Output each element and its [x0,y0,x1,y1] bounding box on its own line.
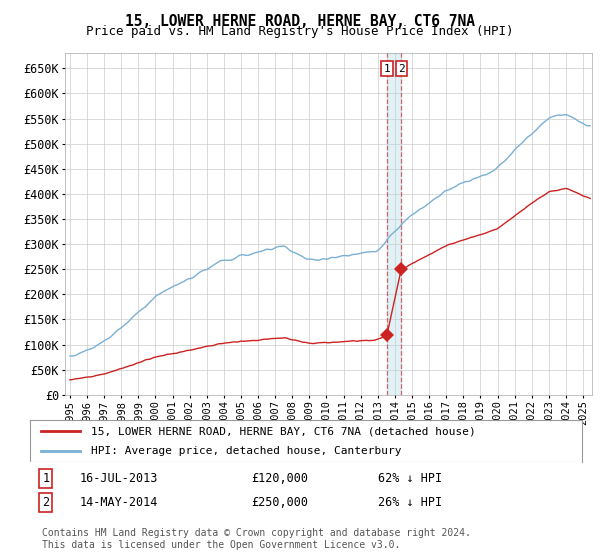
Text: £250,000: £250,000 [251,496,308,509]
Bar [387,53,401,395]
Text: 2: 2 [398,64,404,73]
Text: 1: 1 [383,64,391,73]
Text: 16-JUL-2013: 16-JUL-2013 [80,472,158,485]
Text: HPI: Average price, detached house, Canterbury: HPI: Average price, detached house, Cant… [91,446,401,456]
Text: 26% ↓ HPI: 26% ↓ HPI [378,496,442,509]
Text: 62% ↓ HPI: 62% ↓ HPI [378,472,442,485]
Text: 2: 2 [42,496,49,509]
Text: Price paid vs. HM Land Registry's House Price Index (HPI): Price paid vs. HM Land Registry's House … [86,25,514,38]
Text: 1: 1 [42,472,49,485]
Text: Contains HM Land Registry data © Crown copyright and database right 2024.
This d: Contains HM Land Registry data © Crown c… [42,528,471,550]
Text: £120,000: £120,000 [251,472,308,485]
Text: 15, LOWER HERNE ROAD, HERNE BAY, CT6 7NA (detached house): 15, LOWER HERNE ROAD, HERNE BAY, CT6 7NA… [91,426,475,436]
Text: 14-MAY-2014: 14-MAY-2014 [80,496,158,509]
Text: 15, LOWER HERNE ROAD, HERNE BAY, CT6 7NA: 15, LOWER HERNE ROAD, HERNE BAY, CT6 7NA [125,14,475,29]
